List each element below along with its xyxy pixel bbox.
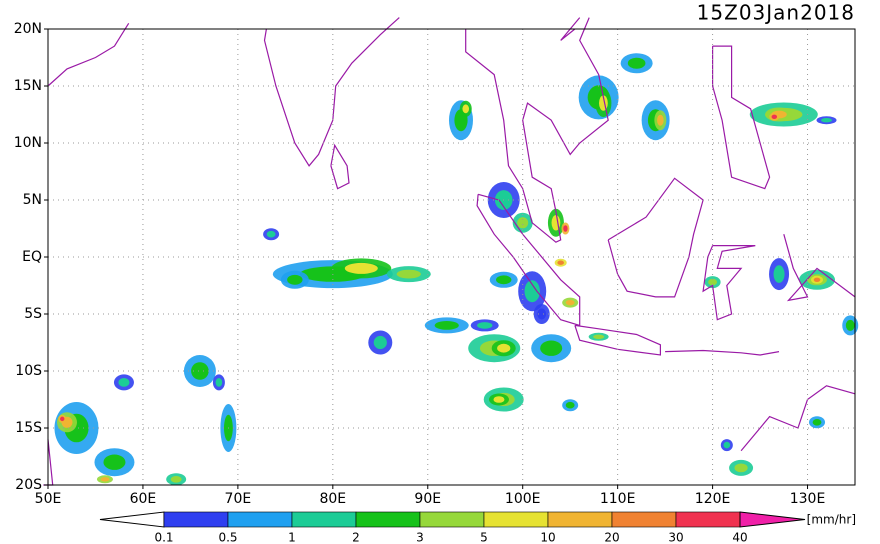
colorbar-label: 20 [604,531,619,544]
rain-cell-core [215,378,223,387]
rain-cell-core [657,114,664,126]
rain-cell-core [170,476,182,483]
colorbar-unit: [mm/hr] [807,513,856,527]
rain-cell-core [103,454,126,470]
coastline [740,385,856,452]
rain-cell-core [845,319,855,331]
rain-cell-core [477,322,493,329]
colorbar-label: 3 [416,531,424,544]
rain-cell-core [344,262,378,274]
colorbar-label: 1 [288,531,296,544]
coastline [711,45,771,190]
rain-cell-core [434,321,459,330]
rain-cell-core [493,396,505,403]
rain-cell-core [821,118,833,123]
latitude-label: 10S [15,363,42,379]
rain-cell-core [100,477,110,482]
latitude-label: EQ [22,249,42,265]
coastline [465,17,609,243]
coastline [665,349,780,356]
colorbar-label: 5 [480,531,488,544]
colorbar-label: 0.5 [218,531,237,544]
coastline [607,177,704,298]
latitude-label: 10N [14,135,42,151]
rain-cell-core [396,269,421,279]
rain-cell-core [517,217,529,229]
colorbar-swatch [611,511,677,528]
rain-cell-core [563,225,568,232]
longitude-label: 130E [790,491,826,507]
rain-cell-core [287,274,303,285]
map-title: 15Z03Jan2018 [697,1,855,25]
rain-cell-core [593,334,605,339]
rain-cell-core [708,278,717,286]
longitude-label: 50E [35,491,62,507]
colorbar-high-triangle [739,511,806,528]
colorbar: 0.1 0.5 1 2 3 5 10 20 30 40 [99,511,806,544]
coastline [702,245,756,321]
coastline [560,17,581,41]
colorbar-swatch [547,511,613,528]
rain-cell-core [627,57,646,69]
rain-cell-core [266,230,276,238]
longitude-label: 60E [130,491,157,507]
latitude-label: 20N [14,21,42,37]
coastline [330,143,350,190]
latitude-label: 5N [23,192,42,208]
rain-cell-core [813,277,821,282]
colorbar-swatch [163,511,229,528]
rain-cell-core [191,362,209,380]
colorbar-swatch [355,511,421,528]
colorbar-label: 30 [668,531,683,544]
colorbar-swatch [419,511,485,528]
longitude-label: 90E [414,491,441,507]
rain-layer [54,53,859,486]
colorbar-swatch [483,511,549,528]
rain-cell-core [540,340,563,356]
rain-cell-core [462,104,470,114]
longitude-label: 110E [600,491,636,507]
rain-cell-core [565,299,575,306]
rain-cell-core [60,416,65,422]
longitude-label: 80E [319,491,346,507]
rain-cell-core [497,343,511,353]
rain-cell-core [557,260,564,265]
rain-cell-core [723,441,731,449]
coastline [263,17,400,167]
rain-cell-core [565,401,575,409]
longitude-label: 120E [695,491,731,507]
rain-cell-core [771,114,778,119]
latitude-label: 20S [15,477,42,493]
rain-cell-core [496,275,512,285]
rain-cell-core [773,265,785,283]
colorbar-label: 10 [540,531,555,544]
longitude-label: 100E [505,491,541,507]
colorbar-swatch [291,511,357,528]
rain-cell-core [373,335,387,350]
longitude-label: 70E [225,491,252,507]
colorbar-label: 2 [352,531,360,544]
latitude-label: 15S [15,420,42,436]
colorbar-swatch [675,511,741,528]
rain-cell-core [524,280,540,303]
colorbar-swatch [227,511,293,528]
coastline-layer [43,17,856,486]
colorbar-label: 40 [732,531,747,544]
rain-cell-core [537,308,547,320]
latitude-label: 5S [24,306,42,322]
coastline [574,324,662,356]
rain-cell-core [734,463,748,473]
coastline [476,193,581,327]
coastline [47,22,130,87]
rain-cell-core [812,419,822,426]
map-frame [47,28,856,486]
coastline [783,234,856,302]
rain-cell-core [118,378,130,387]
colorbar-low-triangle [99,511,165,528]
colorbar-label: 0.1 [154,531,173,544]
latitude-label: 15N [14,78,42,94]
